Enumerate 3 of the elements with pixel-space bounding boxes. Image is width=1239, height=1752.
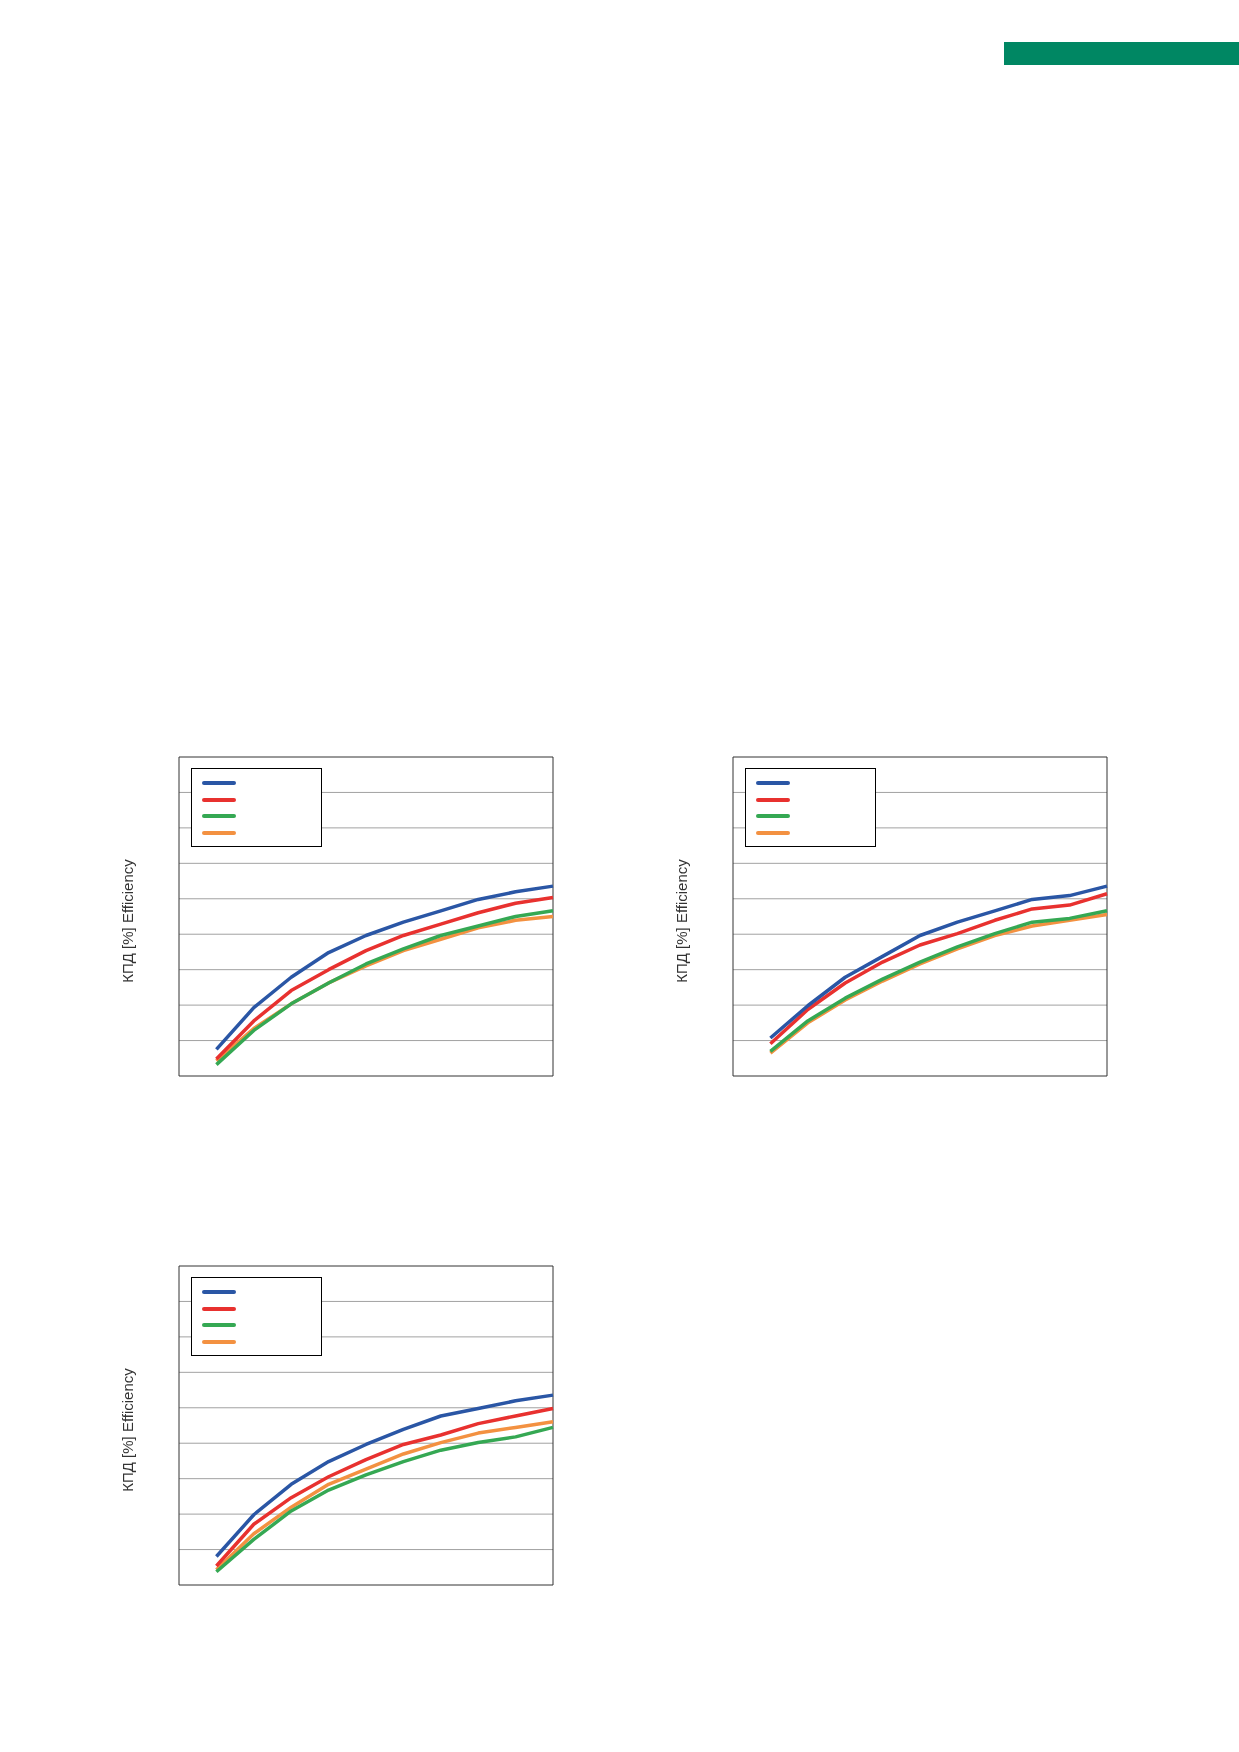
y-axis-title: КПД [%] Efficiency bbox=[118, 858, 136, 983]
y-axis-title: КПД [%] Efficiency bbox=[118, 1367, 136, 1492]
y-axis-title: КПД [%] Efficiency bbox=[672, 858, 690, 983]
